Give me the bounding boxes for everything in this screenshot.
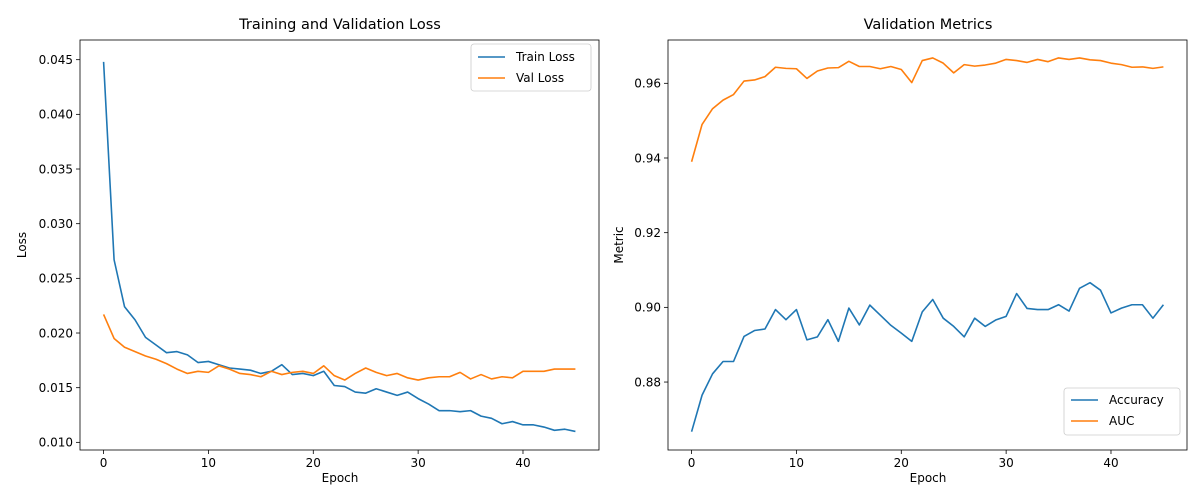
loss-chart-x-ticks: 0 10 20 30 40 (100, 450, 531, 470)
loss-chart-x-tick-label: 20 (306, 456, 321, 470)
loss-chart-y-axis-label: Loss (15, 232, 29, 258)
metrics-chart-y-tick-label: 0.90 (634, 301, 661, 315)
loss-chart-x-tick-label: 40 (515, 456, 530, 470)
metrics-chart-legend-label-accuracy: Accuracy (1109, 393, 1164, 407)
loss-chart-series-lines (102, 61, 576, 433)
loss-chart-y-tick-label: 0.020 (39, 326, 73, 340)
loss-chart-y-tick-label: 0.035 (39, 162, 73, 176)
loss-chart-x-tick-label: 30 (410, 456, 425, 470)
metrics-chart-x-tick-label: 20 (894, 456, 909, 470)
metrics-chart-y-ticks: 0.88 0.90 0.92 0.94 0.96 (634, 77, 668, 389)
loss-chart-y-tick-label: 0.045 (39, 53, 73, 67)
metrics-chart-plot-frame (667, 39, 1188, 451)
loss-chart: Training and Validation Loss 0 10 20 30 40 0… (15, 17, 600, 485)
loss-chart-y-ticks: 0.010 0.015 0.020 0.025 0.030 0.035 0.040 0.045 (39, 53, 80, 450)
loss-chart-title: Training and Validation Loss (238, 17, 441, 33)
metrics-chart-y-tick-label: 0.96 (634, 77, 661, 91)
loss-chart-x-tick-label: 0 (100, 456, 108, 470)
loss-chart-y-tick-label: 0.040 (39, 108, 73, 122)
metrics-chart-x-ticks: 0 10 20 30 40 (688, 450, 1119, 470)
loss-chart-line-val-loss (102, 314, 576, 381)
metrics-chart-y-tick-label: 0.92 (634, 226, 661, 240)
metrics-chart-legend-label-auc: AUC (1109, 414, 1134, 428)
loss-chart-legend-label-val-loss: Val Loss (516, 71, 564, 85)
metrics-chart-line-accuracy (690, 281, 1165, 432)
metrics-chart-y-axis-label: Metric (612, 226, 626, 263)
metrics-chart-x-tick-label: 40 (1103, 456, 1118, 470)
metrics-chart-series-lines (690, 57, 1165, 432)
loss-chart-legend-label-train-loss: Train Loss (515, 50, 575, 64)
metrics-chart-title: Validation Metrics (864, 17, 993, 33)
metrics-chart-x-tick-label: 0 (688, 456, 696, 470)
loss-chart-line-train-loss (102, 61, 576, 433)
metrics-chart-line-auc (690, 57, 1164, 162)
metrics-chart-x-tick-label: 10 (789, 456, 804, 470)
loss-chart-plot-frame (79, 39, 600, 451)
loss-chart-y-tick-label: 0.025 (39, 272, 73, 286)
metrics-chart-y-tick-label: 0.94 (634, 151, 661, 165)
metrics-chart-legend: Accuracy AUC (1063, 387, 1181, 436)
loss-chart-x-axis-label: Epoch (322, 471, 359, 485)
metrics-chart: Validation Metrics 0 10 20 30 40 0.88 0.90 0.9… (612, 17, 1188, 485)
loss-chart-y-tick-label: 0.010 (39, 436, 73, 450)
loss-chart-legend-box (470, 43, 592, 92)
loss-chart-y-tick-label: 0.015 (39, 381, 73, 395)
metrics-chart-x-tick-label: 30 (998, 456, 1013, 470)
loss-chart-x-tick-label: 10 (201, 456, 216, 470)
metrics-chart-y-tick-label: 0.88 (634, 375, 661, 389)
metrics-chart-x-axis-label: Epoch (910, 471, 947, 485)
loss-chart-y-tick-label: 0.030 (39, 217, 73, 231)
loss-chart-legend: Train Loss Val Loss (470, 43, 592, 92)
